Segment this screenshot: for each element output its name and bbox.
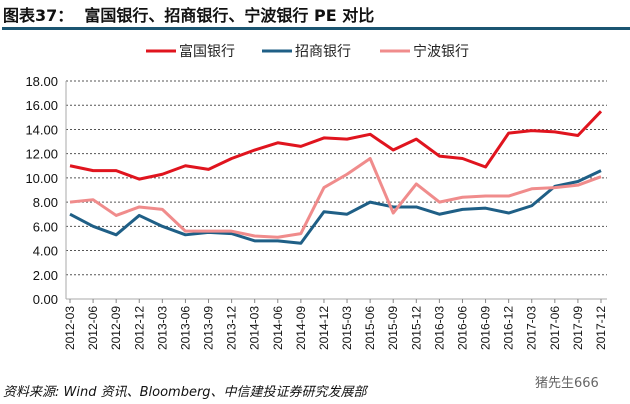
y-tick-label: 18.00: [25, 74, 58, 89]
x-tick-label: 2014-12: [317, 306, 331, 350]
y-tick-label: 12.00: [25, 147, 58, 162]
x-tick-label: 2016-06: [455, 306, 469, 350]
y-tick-label: 10.00: [25, 171, 58, 186]
x-tick-label: 2017-12: [594, 306, 608, 350]
x-tick-label: 2014-06: [271, 306, 285, 350]
x-tick-label: 2014-03: [248, 306, 262, 350]
y-tick-label: 2.00: [33, 268, 58, 283]
x-tick-label: 2016-12: [502, 306, 516, 350]
x-tick-label: 2016-09: [479, 306, 493, 350]
y-tick-label: 16.00: [25, 98, 58, 113]
x-tick-label: 2012-09: [109, 306, 123, 350]
x-tick-label: 2016-03: [432, 306, 446, 350]
y-tick-label: 4.00: [33, 244, 58, 259]
x-tick-label: 2014-09: [294, 306, 308, 350]
x-tick-label: 2012-06: [86, 306, 100, 350]
y-tick-label: 14.00: [25, 122, 58, 137]
source-note: 资料来源: Wind 资讯、Bloomberg、中信建投证券研究发展部: [3, 385, 367, 400]
legend-label: 宁波银行: [413, 43, 469, 60]
x-tick-label: 2013-09: [202, 306, 216, 350]
x-tick-label: 2013-06: [178, 306, 192, 350]
y-tick-label: 6.00: [33, 219, 58, 234]
legend-label: 招商银行: [295, 44, 351, 60]
x-tick-label: 2015-03: [340, 306, 354, 350]
x-tick-label: 2013-03: [155, 306, 169, 350]
x-tick-label: 2012-03: [63, 306, 77, 350]
y-tick-label: 0.00: [33, 292, 58, 307]
x-tick-label: 2015-06: [363, 306, 377, 350]
series-line-2: [69, 169, 602, 245]
title-divider: [2, 27, 630, 30]
x-tick-label: 2013-12: [225, 306, 239, 350]
x-tick-label: 2017-09: [571, 306, 585, 350]
series-line-3: [69, 157, 602, 239]
series-line-1: [69, 110, 603, 181]
x-tick-label: 2017-06: [548, 306, 562, 350]
figure-title: 图表37： 富国银行、招商银行、宁波银行 PE 对比: [3, 6, 375, 25]
x-tick-label: 2015-09: [386, 306, 400, 350]
x-tick-label: 2017-03: [525, 306, 539, 350]
watermark: 猪先生666: [535, 376, 599, 391]
legend-label: 富国银行: [179, 43, 235, 60]
x-tick-label: 2015-12: [409, 306, 423, 350]
y-tick-label: 8.00: [33, 195, 58, 210]
x-tick-label: 2012-12: [132, 306, 146, 350]
